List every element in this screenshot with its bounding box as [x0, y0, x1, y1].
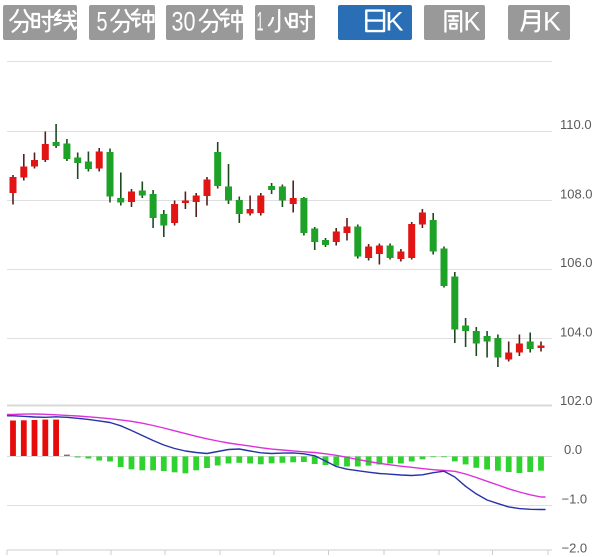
svg-text:−2.0: −2.0: [562, 540, 588, 555]
svg-text:5: 5: [97, 7, 108, 37]
svg-text:−1.0: −1.0: [562, 491, 588, 506]
svg-text:108.0: 108.0: [560, 186, 593, 201]
svg-text:106.0: 106.0: [560, 255, 593, 270]
svg-text:110.0: 110.0: [560, 117, 592, 132]
svg-text:K: K: [386, 7, 404, 37]
svg-text:K: K: [543, 7, 561, 37]
svg-text:0.0: 0.0: [564, 442, 582, 457]
svg-text:104.0: 104.0: [560, 325, 593, 340]
svg-text:K: K: [464, 7, 481, 37]
svg-text:102.0: 102.0: [560, 393, 593, 408]
svg-text:1: 1: [257, 7, 264, 37]
svg-text:30: 30: [172, 7, 196, 37]
